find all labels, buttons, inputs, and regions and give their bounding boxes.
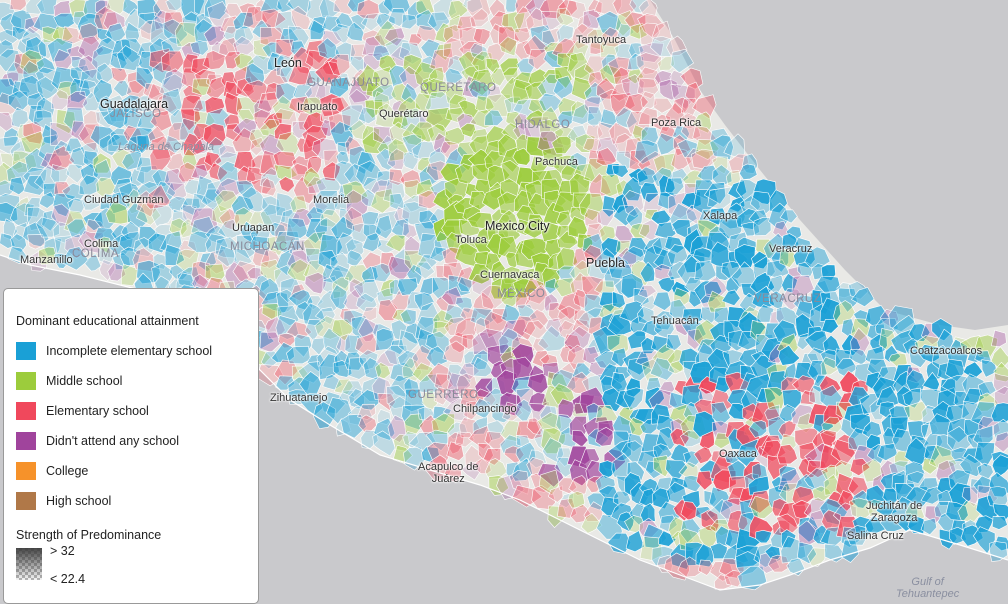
legend-item-middle-school[interactable]: Middle school [16, 366, 258, 396]
state-label-jalisco: JALISCO [110, 108, 161, 120]
city-label-morelia: Morelia [313, 194, 349, 206]
city-label-coatzacoalcos: Coatzacoalcos [910, 345, 982, 357]
legend-swatch-college [16, 462, 36, 480]
city-label-uruapan: Uruapan [232, 222, 274, 234]
legend-swatch-incomplete-elementary [16, 342, 36, 360]
legend-item-incomplete-elementary[interactable]: Incomplete elementary school [16, 336, 258, 366]
water-label-gulf-line2: Tehuantepec [896, 588, 959, 600]
state-label-colima: COLIMA [72, 248, 119, 260]
legend-label: Didn't attend any school [46, 434, 179, 448]
legend-title: Dominant educational attainment [16, 314, 258, 328]
water-label-gulf-line1: Gulf of [896, 576, 959, 588]
legend-item-high-school[interactable]: High school [16, 486, 258, 516]
city-label-manzanillo: Manzanillo [20, 254, 73, 266]
city-label-juchitan: Juchitán de Zaragoza [866, 500, 922, 524]
legend-swatch-high-school [16, 492, 36, 510]
city-label-veracruz: Veracruz [769, 243, 812, 255]
city-label-tantoyuca: Tantoyuca [576, 34, 626, 46]
city-label-tehuacan: Tehuacán [651, 315, 699, 327]
city-label-ciudad-guzman: Ciudad Guzman [84, 194, 164, 206]
legend-label: College [46, 464, 88, 478]
city-label-juchitan-line1: Juchitán de [866, 500, 922, 512]
legend-strength-low: < 22.4 [50, 572, 85, 586]
city-label-acapulco-line2: Juárez [418, 473, 479, 485]
city-label-cuernavaca: Cuernavaca [480, 269, 539, 281]
state-label-michoacan: MICHOACÁN [230, 241, 305, 253]
city-label-mexico-city: Mexico City [485, 220, 550, 232]
state-label-guerrero: GUERRERO [408, 389, 478, 401]
legend-label: Incomplete elementary school [46, 344, 212, 358]
water-label-gulf-of-tehuantepec: Gulf of Tehuantepec [896, 576, 959, 600]
city-label-puebla: Puebla [586, 257, 625, 269]
city-label-acapulco-line1: Acapulco de [418, 461, 479, 473]
state-label-mexico: MÉXICO [497, 288, 545, 300]
water-label-laguna-de-chapala: Laguna de Chapala [118, 141, 214, 153]
legend-item-elementary-school[interactable]: Elementary school [16, 396, 258, 426]
city-label-salina-cruz: Salina Cruz [847, 530, 904, 542]
legend-strength-scale: > 32 < 22.4 [16, 548, 258, 586]
city-label-xalapa: Xalapa [703, 210, 737, 222]
city-label-pachuca: Pachuca [535, 156, 578, 168]
city-label-irapuato: Irapuato [297, 101, 337, 113]
legend-swatch-middle-school [16, 372, 36, 390]
city-label-oaxaca: Oaxaca [719, 448, 757, 460]
city-label-leon: León [274, 57, 302, 69]
state-label-guanajuato: GUANAJUATO [307, 77, 390, 89]
city-label-poza-rica: Poza Rica [651, 117, 701, 129]
legend-strength-title: Strength of Predominance [16, 528, 258, 542]
city-label-chilpancingo: Chilpancingo [453, 403, 517, 415]
city-label-queretaro: Querétaro [379, 108, 429, 120]
state-label-queretaro: QUERÉTARO [420, 82, 497, 94]
legend-label: High school [46, 494, 111, 508]
city-label-zihuatanejo: Zihuatanejo [270, 392, 328, 404]
legend-item-no-school[interactable]: Didn't attend any school [16, 426, 258, 456]
legend-label: Elementary school [46, 404, 149, 418]
municipality-polygon[interactable] [753, 217, 771, 236]
city-label-acapulco: Acapulco de Juárez [418, 461, 479, 485]
legend-swatch-elementary-school [16, 402, 36, 420]
state-label-hidalgo: HIDALGO [515, 119, 570, 131]
state-label-veracruz: VERACRUZ [754, 293, 821, 305]
legend-strength-high: > 32 [50, 544, 85, 558]
legend-strength-labels: > 32 < 22.4 [50, 544, 85, 586]
city-label-toluca: Toluca [455, 234, 487, 246]
city-label-juchitan-line2: Zaragoza [866, 512, 922, 524]
legend-swatch-no-school [16, 432, 36, 450]
legend-strength-gradient [16, 548, 42, 580]
legend-item-college[interactable]: College [16, 456, 258, 486]
map-legend: Dominant educational attainment Incomple… [3, 288, 259, 604]
legend-label: Middle school [46, 374, 122, 388]
